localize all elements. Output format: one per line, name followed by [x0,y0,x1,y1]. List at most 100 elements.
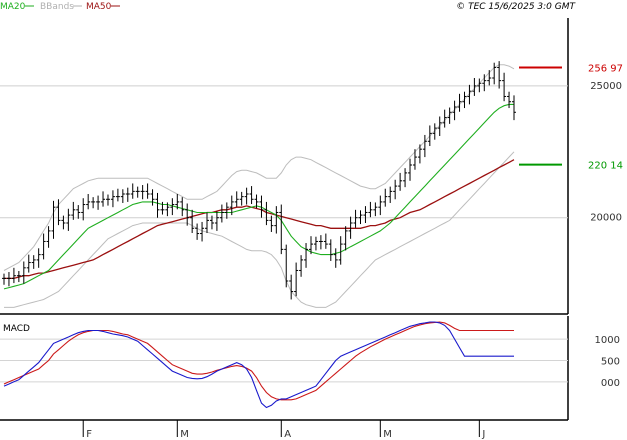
price-bar [110,190,115,208]
price-bar [11,267,16,284]
bband-upper-line [3,64,515,271]
price-bar [393,179,398,200]
price-bar [294,262,299,297]
month-label: M [180,429,189,440]
price-bar [185,203,190,226]
price-tick-label: 25000 [590,81,622,92]
price-bar [180,197,185,217]
price-tick-label: 20000 [590,213,622,224]
price-bar [363,206,368,223]
ma-layer [3,103,515,290]
price-bar [209,215,214,230]
price-bar [323,233,328,249]
price-bar [348,216,353,239]
price-bar [333,248,338,268]
price-bar [269,215,274,232]
price-bar [81,198,86,221]
price-bar [427,125,432,147]
price-bar [125,187,130,202]
price-bar [259,195,264,218]
macd-y-ticks: 1000 500 000 [595,335,620,389]
price-bar [140,185,145,200]
price-bar [224,202,229,219]
month-label: M [383,429,392,440]
price-bar [31,255,36,269]
price-bar [338,236,343,265]
level-tag-label: 220 14 [588,161,623,172]
price-bar [318,235,323,250]
macd-tick-label: 000 [601,378,620,389]
price-bar [6,272,11,287]
bband-lower-line [4,151,515,308]
price-bar [284,244,289,288]
price-bar [16,270,21,283]
price-bar [457,93,462,112]
price-bar [304,243,309,268]
price-bar [437,116,442,136]
price-bar [96,195,101,210]
price-bar [313,236,318,251]
price-bar [105,194,110,206]
macd-tick-label: 500 [601,356,620,367]
price-bar [487,70,492,86]
price-bar [115,188,120,202]
price-bar [175,194,180,210]
price-panel: 25000 20000 256 97 220 14 [0,18,623,315]
price-bar [130,183,135,199]
price-bar [190,209,195,234]
price-bar [398,172,403,191]
price-bar [299,255,304,277]
price-bar [467,84,472,105]
ma50-line [4,159,515,280]
legend-bbands: BBands [40,2,74,12]
price-bar [200,221,205,242]
macd-tick-label: 1000 [595,335,620,346]
price-bar [21,261,26,284]
price-bar [378,195,383,216]
price-bar [120,189,125,203]
price-bar [462,91,467,109]
price-bar [66,208,71,231]
price-bar [56,199,61,226]
price-bar [452,100,457,121]
price-bar [61,215,66,230]
price-bar [502,72,507,102]
price-bar [328,239,333,261]
price-bar [234,191,239,207]
price-bar [412,149,417,170]
copyright-text: © TEC 15/6/2025 3:0 GMT [456,2,576,12]
price-bar [135,186,140,198]
level-tag-label: 256 97 [588,64,623,75]
price-bar [36,248,41,268]
price-bar [373,202,378,217]
price-bar [422,134,427,158]
price-bar [76,205,81,219]
price-bar [383,188,388,207]
price-bar [101,191,106,207]
price-bar [205,212,210,234]
price-bar [358,210,363,225]
price-bar [353,209,358,228]
price-bar [165,202,170,217]
price-bar [432,123,437,140]
price-bar [264,201,269,226]
price-bar [160,201,165,215]
price-bar [447,107,452,124]
legend-ma50: MA50 [86,2,112,12]
macd-panel: MACD 1000 500 000 [0,316,620,421]
price-bar [492,62,497,85]
legend: MA20 BBands MA50 © TEC 15/6/2025 3:0 GMT [0,2,577,12]
price-bar [289,274,294,300]
price-bar [477,78,482,93]
price-bars-layer [2,61,516,300]
price-bar [41,233,46,260]
price-bar [403,168,408,188]
price-bar [195,223,200,240]
price-bar [512,95,516,121]
price-bar [2,273,6,285]
price-bar [279,204,284,255]
price-bar [51,200,56,239]
price-bar [442,109,447,128]
